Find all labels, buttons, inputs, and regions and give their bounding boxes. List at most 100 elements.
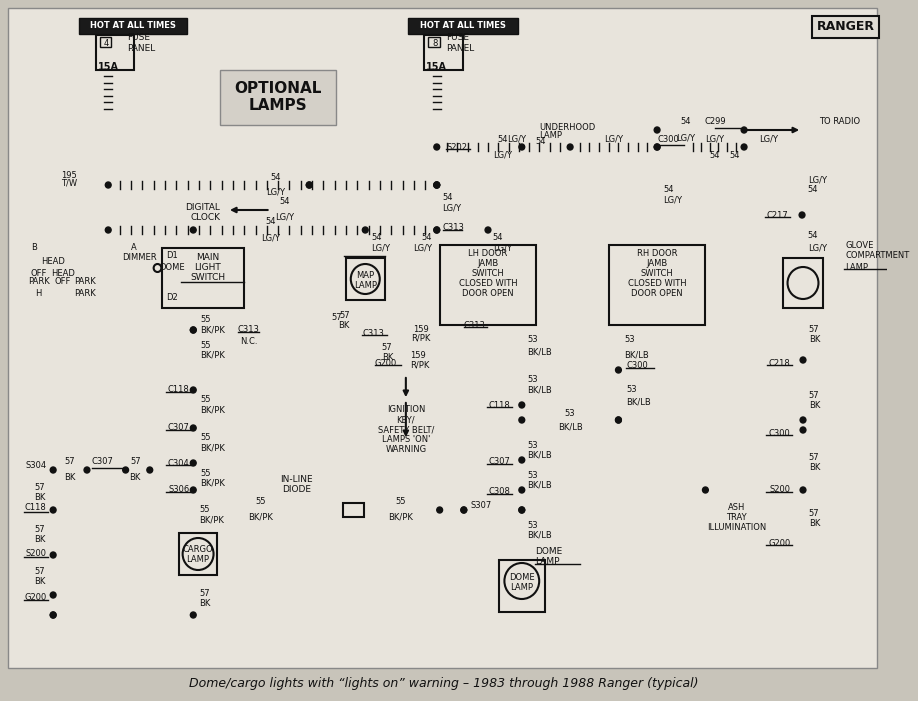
Text: CLOSED WITH: CLOSED WITH xyxy=(459,278,518,287)
Circle shape xyxy=(190,460,196,466)
Text: D1: D1 xyxy=(166,250,178,259)
Text: 55: 55 xyxy=(200,468,210,477)
Text: FUSE
PANEL: FUSE PANEL xyxy=(446,34,475,53)
Bar xyxy=(346,258,385,300)
Text: BK: BK xyxy=(199,599,210,608)
Text: LG/Y: LG/Y xyxy=(261,233,280,243)
Circle shape xyxy=(655,144,660,150)
Text: LG/Y: LG/Y xyxy=(808,243,827,252)
Text: HEAD: HEAD xyxy=(50,268,74,278)
Text: LAMPS 'ON': LAMPS 'ON' xyxy=(382,435,430,444)
Text: G200: G200 xyxy=(768,538,790,547)
Bar xyxy=(498,560,545,612)
Text: 57: 57 xyxy=(35,484,45,493)
Text: 57: 57 xyxy=(199,589,209,597)
Text: 8: 8 xyxy=(432,39,438,48)
Circle shape xyxy=(434,227,440,233)
Circle shape xyxy=(50,467,56,473)
Bar xyxy=(99,37,111,47)
Text: 57: 57 xyxy=(809,508,820,517)
Bar xyxy=(424,35,463,70)
Text: OFF: OFF xyxy=(30,268,47,278)
Text: BK: BK xyxy=(809,519,820,527)
Text: 54: 54 xyxy=(681,118,691,126)
Text: BK: BK xyxy=(809,400,820,409)
Text: DIMMER: DIMMER xyxy=(122,254,157,262)
Text: 57: 57 xyxy=(331,313,342,322)
Text: C118: C118 xyxy=(168,386,189,395)
Circle shape xyxy=(363,227,368,233)
Text: LG/Y: LG/Y xyxy=(493,151,512,160)
Text: G200: G200 xyxy=(24,594,47,602)
Circle shape xyxy=(190,487,196,493)
Text: BK: BK xyxy=(129,472,141,482)
Bar xyxy=(609,245,705,325)
Text: 57: 57 xyxy=(382,343,392,353)
Circle shape xyxy=(800,427,806,433)
Text: COMPARTMENT: COMPARTMENT xyxy=(845,252,910,261)
Text: S306: S306 xyxy=(168,486,189,494)
Text: LAMP: LAMP xyxy=(845,262,868,271)
Circle shape xyxy=(106,182,111,188)
Text: IN-LINE: IN-LINE xyxy=(280,475,313,484)
Text: LAMP: LAMP xyxy=(186,555,209,564)
Text: 54: 54 xyxy=(663,186,674,194)
Circle shape xyxy=(434,144,440,150)
Text: BK: BK xyxy=(64,472,75,482)
Circle shape xyxy=(307,182,312,188)
Circle shape xyxy=(519,507,525,513)
Text: MAIN: MAIN xyxy=(196,254,219,262)
Circle shape xyxy=(123,467,129,473)
Text: DOME: DOME xyxy=(535,547,563,557)
Bar xyxy=(783,258,823,308)
Text: C307: C307 xyxy=(488,458,510,466)
Text: BK/PK: BK/PK xyxy=(200,444,225,453)
Text: 55: 55 xyxy=(200,315,210,325)
Text: BK: BK xyxy=(34,494,45,503)
Text: LG/Y: LG/Y xyxy=(275,212,295,222)
Text: SWITCH: SWITCH xyxy=(472,268,504,278)
Text: 57: 57 xyxy=(130,458,140,466)
Text: C308: C308 xyxy=(488,487,510,496)
Text: BK/PK: BK/PK xyxy=(200,325,225,334)
Text: T/W: T/W xyxy=(62,179,77,187)
Text: DOOR OPEN: DOOR OPEN xyxy=(462,289,514,297)
Text: ILLUMINATION: ILLUMINATION xyxy=(707,524,766,533)
Text: BK: BK xyxy=(34,578,45,587)
Circle shape xyxy=(106,227,111,233)
Text: D2: D2 xyxy=(166,294,178,303)
Text: 55: 55 xyxy=(199,505,209,515)
Text: BK/LB: BK/LB xyxy=(626,397,651,407)
Text: GLOVE: GLOVE xyxy=(845,240,874,250)
Text: BK: BK xyxy=(382,353,393,362)
Text: LAMP: LAMP xyxy=(539,132,562,140)
Text: BK/LB: BK/LB xyxy=(558,423,583,432)
Text: 54: 54 xyxy=(808,231,818,240)
Text: 15A: 15A xyxy=(97,62,118,72)
Bar xyxy=(408,18,518,34)
Text: S304: S304 xyxy=(26,461,47,470)
Text: 54: 54 xyxy=(493,233,503,242)
Text: A: A xyxy=(130,243,136,252)
Text: 55: 55 xyxy=(255,498,266,507)
Circle shape xyxy=(50,612,56,618)
Text: 53: 53 xyxy=(528,376,538,385)
Text: S307: S307 xyxy=(471,501,492,510)
Text: DIODE: DIODE xyxy=(282,486,311,494)
Text: PARK: PARK xyxy=(74,289,95,297)
Text: 53: 53 xyxy=(528,440,538,449)
Text: 57: 57 xyxy=(339,311,350,320)
Bar xyxy=(343,503,364,517)
Text: LG/Y: LG/Y xyxy=(442,203,462,212)
Text: LAMP: LAMP xyxy=(535,557,560,566)
Circle shape xyxy=(50,552,56,558)
Circle shape xyxy=(461,507,466,513)
Text: S202: S202 xyxy=(446,142,467,151)
Text: DIGITAL: DIGITAL xyxy=(185,203,220,212)
Text: TRAY: TRAY xyxy=(726,514,746,522)
Circle shape xyxy=(519,144,525,150)
Text: DOOR OPEN: DOOR OPEN xyxy=(632,289,683,297)
Text: 159: 159 xyxy=(413,325,430,334)
Circle shape xyxy=(190,387,196,393)
Text: BK/PK: BK/PK xyxy=(249,512,274,522)
